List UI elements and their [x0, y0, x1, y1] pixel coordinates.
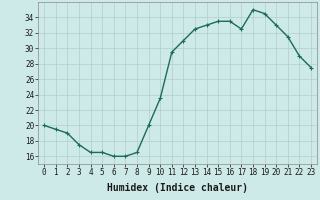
X-axis label: Humidex (Indice chaleur): Humidex (Indice chaleur) [107, 183, 248, 193]
